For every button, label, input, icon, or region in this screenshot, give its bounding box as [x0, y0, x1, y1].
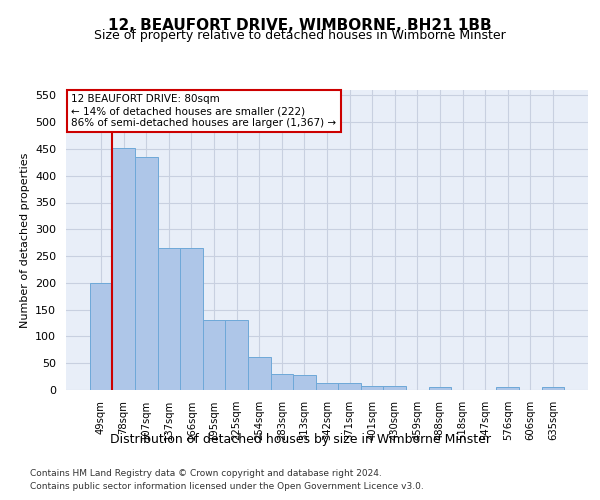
Bar — [180, 248, 203, 390]
Bar — [383, 386, 406, 390]
Bar — [158, 248, 180, 390]
Bar — [112, 148, 135, 390]
Bar — [496, 388, 519, 390]
Bar — [135, 157, 158, 390]
Text: Contains HM Land Registry data © Crown copyright and database right 2024.: Contains HM Land Registry data © Crown c… — [30, 468, 382, 477]
Bar — [248, 357, 271, 390]
Bar — [316, 382, 338, 390]
Bar — [203, 320, 226, 390]
Text: 12, BEAUFORT DRIVE, WIMBORNE, BH21 1BB: 12, BEAUFORT DRIVE, WIMBORNE, BH21 1BB — [108, 18, 492, 32]
Bar — [338, 382, 361, 390]
Bar — [428, 388, 451, 390]
Bar — [271, 374, 293, 390]
Text: 12 BEAUFORT DRIVE: 80sqm
← 14% of detached houses are smaller (222)
86% of semi-: 12 BEAUFORT DRIVE: 80sqm ← 14% of detach… — [71, 94, 337, 128]
Bar — [90, 283, 112, 390]
Text: Size of property relative to detached houses in Wimborne Minster: Size of property relative to detached ho… — [94, 29, 506, 42]
Bar — [542, 388, 564, 390]
Text: Contains public sector information licensed under the Open Government Licence v3: Contains public sector information licen… — [30, 482, 424, 491]
Text: Distribution of detached houses by size in Wimborne Minster: Distribution of detached houses by size … — [110, 432, 491, 446]
Bar — [361, 386, 383, 390]
Bar — [226, 320, 248, 390]
Y-axis label: Number of detached properties: Number of detached properties — [20, 152, 29, 328]
Bar — [293, 375, 316, 390]
